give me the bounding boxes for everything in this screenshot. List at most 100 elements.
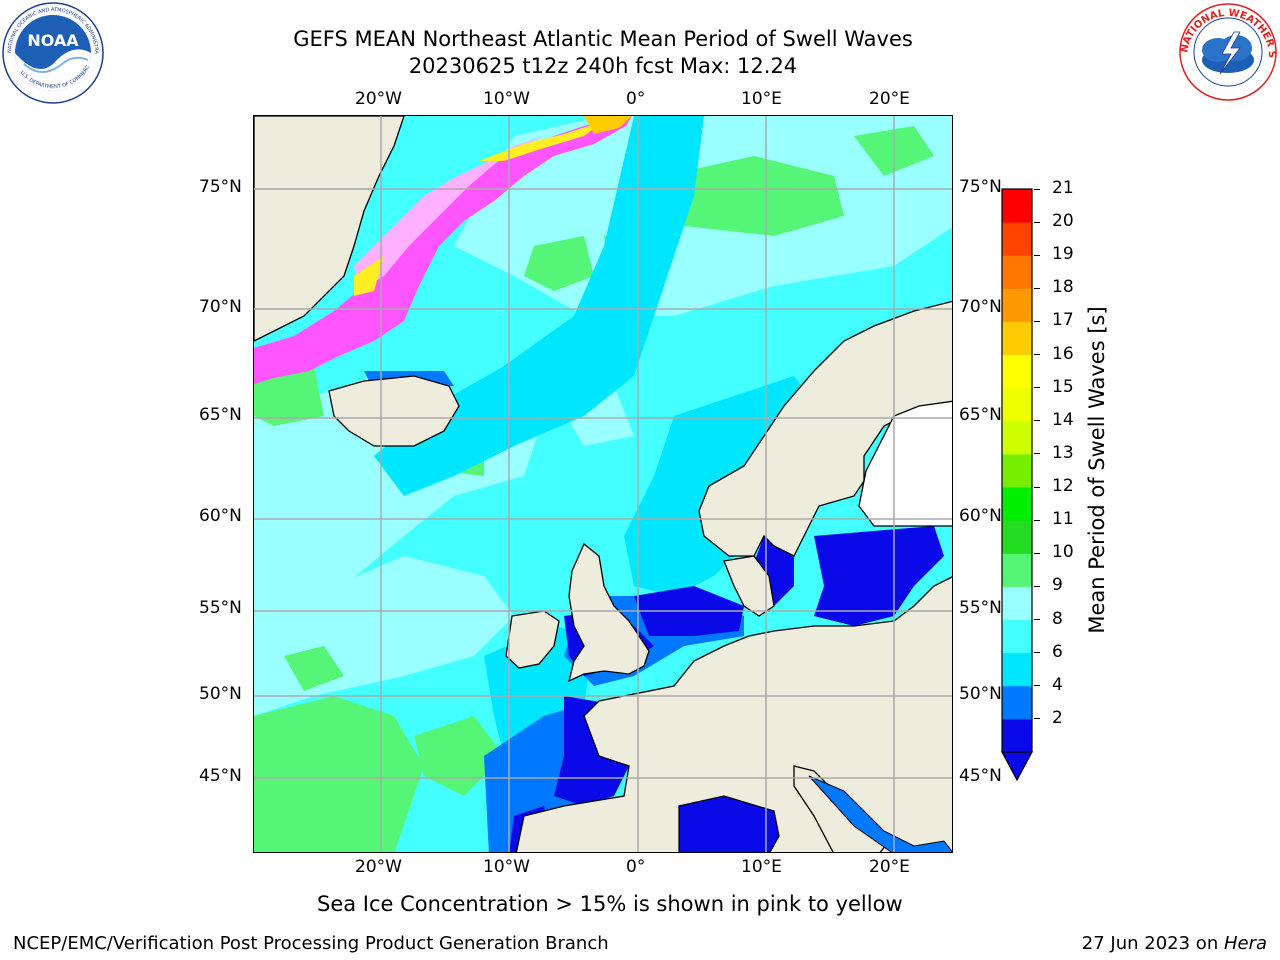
colorbar-tick-mark bbox=[1034, 320, 1040, 322]
footer-date: 27 Jun 2023 on bbox=[1081, 933, 1224, 954]
colorbar-outline bbox=[1001, 188, 1033, 753]
footer-machine: Hera bbox=[1223, 933, 1267, 954]
footer-left: NCEP/EMC/Verification Post Processing Pr… bbox=[13, 933, 609, 954]
colorbar-segment bbox=[1002, 387, 1032, 422]
colorbar-tick-label: 4 bbox=[1052, 674, 1063, 695]
colorbar-tick-mark bbox=[1034, 519, 1040, 521]
colorbar-segment bbox=[1002, 420, 1032, 455]
colorbar-segment bbox=[1002, 222, 1032, 256]
colorbar-segment bbox=[1002, 586, 1032, 621]
colorbar-tick-label: 18 bbox=[1052, 277, 1074, 298]
colorbar-tick-label: 6 bbox=[1052, 641, 1063, 662]
lon-tick-top-0: 0° bbox=[626, 89, 646, 109]
lat-tick-right-55n: 55°N bbox=[959, 598, 1002, 618]
colorbar-tick-mark bbox=[1034, 652, 1040, 654]
footer-right: 27 Jun 2023 on Hera bbox=[1082, 933, 1267, 954]
lon-tick-bottom-10w: 10°W bbox=[483, 857, 530, 877]
colorbar-tick-mark bbox=[1034, 585, 1040, 587]
colorbar-tick-mark bbox=[1034, 486, 1040, 488]
colorbar-tick-label: 9 bbox=[1052, 575, 1063, 596]
lat-tick-left-55n: 55°N bbox=[199, 598, 242, 618]
lon-tick-top-10w: 10°W bbox=[483, 89, 530, 109]
great-britain bbox=[568, 542, 650, 683]
colorbar-tick-mark bbox=[1034, 287, 1040, 289]
plot-title-line1: GEFS MEAN Northeast Atlantic Mean Period… bbox=[293, 27, 913, 51]
colorbar bbox=[1000, 186, 1040, 786]
lat-tick-left-45n: 45°N bbox=[199, 766, 242, 786]
colorbar-tick-label: 19 bbox=[1052, 244, 1074, 265]
colorbar-segment bbox=[1002, 453, 1032, 488]
lat-tick-right-50n: 50°N bbox=[959, 684, 1002, 704]
noaa-logo-text: NOAA bbox=[27, 31, 79, 50]
colorbar-tick-mark bbox=[1034, 552, 1040, 554]
lat-tick-right-65n: 65°N bbox=[959, 405, 1002, 425]
lon-tick-bottom-20e: 20°E bbox=[869, 857, 910, 877]
lon-tick-top-20e: 20°E bbox=[869, 89, 910, 109]
colorbar-segment bbox=[1002, 288, 1032, 322]
swell-period-map bbox=[253, 115, 953, 853]
map-canvas bbox=[254, 116, 952, 852]
lat-tick-right-60n: 60°N bbox=[959, 506, 1002, 526]
colorbar-segment bbox=[1002, 354, 1032, 389]
lat-tick-left-60n: 60°N bbox=[199, 506, 242, 526]
lon-tick-bottom-0: 0° bbox=[626, 857, 646, 877]
colorbar-segment bbox=[1002, 685, 1032, 720]
land-masses bbox=[254, 116, 952, 852]
lon-tick-top-10e: 10°E bbox=[741, 89, 782, 109]
lat-tick-right-75n: 75°N bbox=[959, 177, 1002, 197]
colorbar-segment bbox=[1002, 255, 1032, 289]
lat-tick-left-65n: 65°N bbox=[199, 405, 242, 425]
colorbar-tick-label: 21 bbox=[1052, 178, 1074, 198]
lon-tick-bottom-10e: 10°E bbox=[741, 857, 782, 877]
continental-europe bbox=[515, 576, 952, 852]
sea-ice-caption: Sea Ice Concentration > 15% is shown in … bbox=[317, 892, 903, 916]
lat-tick-left-50n: 50°N bbox=[199, 684, 242, 704]
sweden-interior-ice bbox=[858, 400, 952, 527]
colorbar-tick-label: 2 bbox=[1052, 707, 1063, 728]
colorbar-tick-label: 17 bbox=[1052, 310, 1074, 331]
colorbar-tick-mark bbox=[1034, 254, 1040, 256]
colorbar-tick-mark bbox=[1034, 420, 1040, 422]
graticule bbox=[254, 116, 952, 852]
lon-tick-top-20w: 20°W bbox=[355, 89, 402, 109]
colorbar-tick-label: 16 bbox=[1052, 343, 1074, 364]
nws-logo: NATIONAL WEATHER SERVICE bbox=[1174, 0, 1278, 102]
colorbar-tick-label: 20 bbox=[1052, 211, 1074, 232]
mediterranean bbox=[678, 775, 952, 852]
colorbar-tick-mark bbox=[1034, 685, 1040, 687]
colorbar-segment bbox=[1002, 619, 1032, 654]
colorbar-segment bbox=[1002, 718, 1032, 753]
colorbar-tick-mark bbox=[1034, 453, 1040, 455]
colorbar-segment bbox=[1002, 652, 1032, 687]
colorbar-segment bbox=[1002, 321, 1032, 356]
colorbar-extend-min bbox=[1000, 751, 1034, 782]
colorbar-segment bbox=[1002, 520, 1032, 554]
colorbar-tick-mark bbox=[1034, 188, 1040, 190]
colorbar-tick-label: 12 bbox=[1052, 476, 1074, 497]
colorbar-segment bbox=[1002, 487, 1032, 521]
lat-tick-right-45n: 45°N bbox=[959, 766, 1002, 786]
colorbar-tick-label: 15 bbox=[1052, 376, 1074, 397]
colorbar-tick-mark bbox=[1034, 354, 1040, 356]
colorbar-tick-mark bbox=[1034, 619, 1040, 621]
colorbar-tick-label: 8 bbox=[1052, 608, 1063, 629]
iceland bbox=[328, 375, 460, 447]
colorbar-tick-label: 14 bbox=[1052, 409, 1074, 430]
lat-tick-left-75n: 75°N bbox=[199, 177, 242, 197]
lat-tick-left-70n: 70°N bbox=[199, 297, 242, 317]
colorbar-label: Mean Period of Swell Waves [s] bbox=[1085, 306, 1109, 634]
noaa-logo: NOAA NATIONAL OCEANIC AND ATMOSPHERIC AD… bbox=[0, 0, 104, 104]
plot-title-line2: 20230625 t12z 240h fcst Max: 12.24 bbox=[408, 54, 798, 78]
colorbar-tick-mark bbox=[1034, 221, 1040, 223]
colorbar-segment bbox=[1002, 553, 1032, 587]
colorbar-svg bbox=[1000, 188, 1034, 782]
lon-tick-bottom-20w: 20°W bbox=[355, 857, 402, 877]
ireland bbox=[505, 610, 560, 669]
colorbar-tick-mark bbox=[1034, 718, 1040, 720]
colorbar-tick-label: 10 bbox=[1052, 542, 1074, 563]
sea-ice-region bbox=[254, 116, 632, 384]
greenland bbox=[254, 116, 405, 342]
colorbar-tick-label: 13 bbox=[1052, 442, 1074, 463]
colorbar-tick-mark bbox=[1034, 387, 1040, 389]
lat-tick-right-70n: 70°N bbox=[959, 297, 1002, 317]
